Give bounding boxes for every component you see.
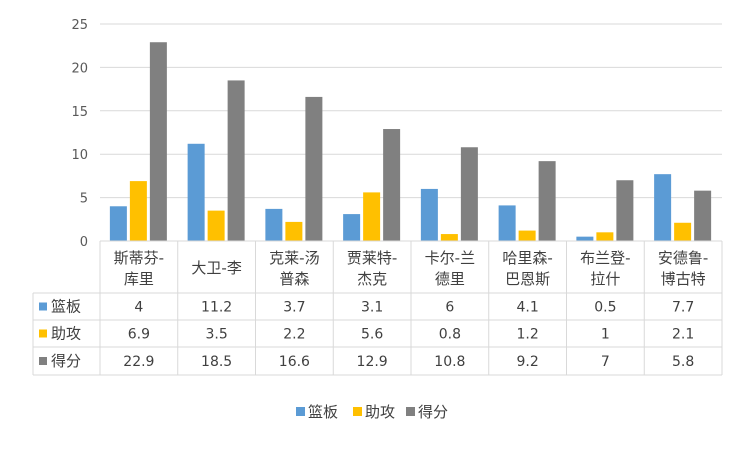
- category-label: 安德鲁-: [658, 249, 708, 267]
- bar-得分: [305, 96, 323, 241]
- category-label: 库里: [124, 270, 154, 288]
- category-label: 德里: [435, 270, 465, 288]
- bar-得分: [227, 80, 245, 241]
- category-label: 普森: [279, 270, 309, 288]
- table-series-key: [39, 302, 47, 311]
- category-label: 拉什: [590, 270, 620, 288]
- bar-篮板: [109, 206, 127, 241]
- table-value: 18.5: [201, 354, 232, 370]
- table-value: 9.2: [516, 354, 538, 370]
- y-axis-ticks: 0 5 10 15 20 25: [71, 18, 88, 250]
- bar-助攻: [596, 232, 614, 241]
- y-tick-label: 5: [80, 192, 88, 207]
- category-label: 贾莱特-: [347, 249, 397, 267]
- table-value: 7.7: [672, 300, 694, 316]
- table-value: 6.9: [128, 327, 150, 343]
- table-value: 5.8: [672, 354, 694, 370]
- bar-篮板: [420, 188, 438, 241]
- bar-篮板: [576, 236, 594, 241]
- category-label: 哈里森-: [502, 249, 552, 267]
- bar-助攻: [207, 210, 225, 241]
- bar-篮板: [654, 174, 672, 241]
- table-value: 2.1: [672, 327, 694, 343]
- category-label: 布兰登-: [580, 249, 630, 267]
- table-value: 3.1: [361, 300, 383, 316]
- table-value: 4: [134, 300, 143, 316]
- category-label: 杰克: [357, 270, 387, 288]
- bar-篮板: [343, 214, 361, 241]
- table-value: 16.6: [279, 354, 310, 370]
- table-series-key: [39, 357, 47, 365]
- table-value: 1: [601, 327, 610, 343]
- bar-篮板: [187, 143, 205, 241]
- table-series-key: [39, 329, 47, 338]
- table-value: 12.9: [357, 354, 388, 370]
- table-series-name: 助攻: [51, 325, 81, 343]
- table-value: 7: [601, 354, 610, 370]
- bar-助攻: [129, 181, 147, 241]
- bar-得分: [460, 147, 478, 241]
- y-tick-label: 15: [71, 105, 88, 120]
- table-value: 0.8: [439, 327, 461, 343]
- table-value: 3.5: [205, 327, 227, 343]
- bar-助攻: [363, 192, 381, 241]
- bar-助攻: [518, 230, 536, 241]
- bar-助攻: [285, 221, 303, 241]
- category-label: 克莱-汤: [269, 249, 319, 267]
- table-value: 1.2: [516, 327, 538, 343]
- bar-得分: [538, 161, 556, 241]
- y-tick-label: 25: [71, 18, 88, 33]
- bar-篮板: [498, 205, 516, 241]
- legend-key: [406, 407, 415, 416]
- table-value: 0.5: [594, 300, 616, 316]
- legend-key: [353, 407, 362, 416]
- bar-得分: [149, 42, 167, 242]
- table-value: 10.8: [434, 354, 465, 370]
- category-label: 卡尔-兰: [425, 249, 475, 267]
- category-label: 巴恩斯: [505, 270, 550, 288]
- bar-篮板: [265, 208, 283, 241]
- table-value: 2.2: [283, 327, 305, 343]
- y-tick-label: 0: [80, 235, 88, 250]
- legend-key: [296, 407, 305, 416]
- category-label: 博古特: [661, 270, 706, 288]
- table-series-name: 篮板: [51, 298, 81, 316]
- bar-助攻: [440, 234, 458, 241]
- table-value: 3.7: [283, 300, 305, 316]
- legend-label: 助攻: [365, 403, 395, 421]
- legend: 篮板 助攻 得分: [296, 403, 448, 421]
- y-tick-label: 20: [71, 61, 88, 76]
- bar-得分: [616, 180, 634, 241]
- category-label: 斯蒂芬-: [114, 249, 164, 267]
- table-value: 6: [445, 300, 454, 316]
- bar-得分: [383, 129, 401, 241]
- data-table: 斯蒂芬- 库里 大卫-李 克莱-汤普森 贾莱特- 杰克 卡尔-兰德里 哈里森- 巴恩斯 布兰登- 拉…: [32, 240, 723, 376]
- table-series-name: 得分: [51, 352, 81, 370]
- table-value: 11.2: [201, 300, 232, 316]
- bars: [109, 42, 712, 242]
- table-value: 22.9: [123, 354, 154, 370]
- legend-label: 得分: [418, 403, 448, 421]
- bar-得分: [694, 190, 712, 241]
- table-value: 5.6: [361, 327, 383, 343]
- bar-助攻: [674, 222, 692, 241]
- legend-label: 篮板: [308, 403, 338, 421]
- y-tick-label: 10: [71, 148, 88, 163]
- table-value: 4.1: [516, 300, 538, 316]
- category-label: 大卫-李: [191, 259, 241, 277]
